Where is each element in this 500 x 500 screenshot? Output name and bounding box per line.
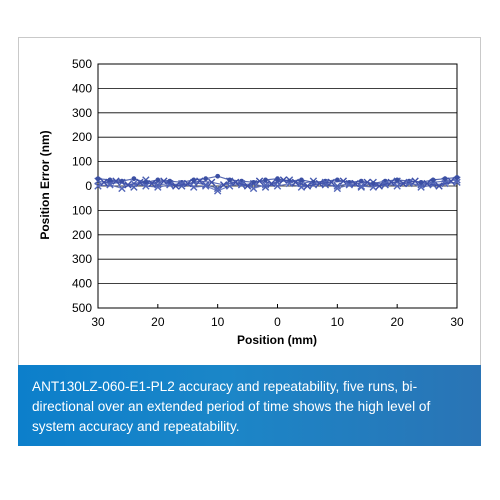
data-point-x [237, 181, 246, 189]
data-point-dot [131, 176, 137, 182]
y-tick-labels: 500 400 300 200 100 0 100 200 300 400 500 [72, 57, 92, 315]
data-point-x [160, 177, 168, 185]
data-point-x [213, 187, 222, 195]
data-point-x [381, 181, 389, 189]
y-tick-label: 200 [72, 130, 92, 144]
x-axis-title: Position (mm) [237, 333, 317, 347]
x-tick-label: 10 [211, 315, 225, 329]
data-point-x [136, 178, 144, 187]
y-tick-label: 300 [72, 252, 92, 266]
data-point-x [148, 179, 156, 188]
series-line [103, 179, 452, 187]
data-point-x [184, 179, 192, 188]
data-point-x [273, 182, 282, 190]
y-tick-label: 300 [72, 106, 92, 120]
data-point-x [219, 181, 228, 189]
data-point-x [249, 184, 258, 193]
data-point-x [255, 177, 264, 185]
data-point-x [315, 179, 324, 188]
data-point-x [124, 181, 132, 189]
x-tick-label: 10 [331, 315, 345, 329]
data-point-x [351, 179, 359, 188]
x-tick-label: 20 [151, 315, 165, 329]
y-axis-title: Position Error (nm) [38, 130, 52, 239]
data-point-dot [167, 178, 173, 184]
data-point-dot [263, 177, 268, 183]
y-tick-label: 500 [72, 301, 92, 315]
data-point-dot [203, 176, 209, 182]
data-point-x [118, 184, 126, 193]
data-point-x [321, 178, 330, 187]
data-point-dot [275, 176, 280, 182]
data-point-dot [299, 177, 304, 183]
data-point-x [100, 178, 108, 187]
data-point-x [303, 182, 312, 190]
x-tick-label: 20 [390, 315, 404, 329]
data-point-dot [215, 173, 221, 179]
data-point-x [327, 178, 336, 187]
x-tick-label: 0 [274, 315, 281, 329]
data-point-x [375, 182, 383, 190]
data-point-x [399, 179, 407, 188]
data-point-x [291, 178, 300, 187]
data-point-x [393, 182, 401, 190]
data-point-dot [454, 175, 460, 180]
data-point-x [339, 177, 348, 185]
data-point-x [190, 183, 198, 191]
data-point-x [231, 178, 240, 187]
data-point-dot [227, 177, 233, 183]
data-point-x [357, 183, 365, 191]
x-tick-label: 30 [91, 315, 105, 329]
data-point-x [417, 183, 425, 191]
data-point-dot [442, 176, 448, 182]
y-tick-label: 100 [72, 203, 92, 217]
y-tick-label: 500 [72, 57, 92, 71]
data-point-x [172, 182, 180, 190]
data-point-dot [394, 177, 400, 183]
data-point-x [106, 181, 114, 189]
data-point-x [202, 182, 210, 190]
data-point-x [447, 177, 455, 185]
data-point-x [279, 176, 288, 184]
data-point-x [94, 182, 102, 190]
data-point-x [423, 179, 431, 188]
data-point-x [363, 178, 371, 187]
y-tick-label: 200 [72, 228, 92, 242]
data-point-x [267, 179, 276, 188]
y-tick-label: 400 [72, 277, 92, 291]
data-point-x [243, 182, 252, 190]
data-point-dot [191, 177, 197, 183]
data-point-x [333, 184, 342, 193]
data-point-x [357, 182, 365, 190]
y-tick-label: 100 [72, 155, 92, 169]
data-point-x [435, 182, 443, 190]
y-tick-label: 400 [72, 81, 92, 95]
data-point-x [112, 177, 120, 185]
data-point-dot [430, 177, 436, 183]
data-point-x [387, 178, 395, 187]
data-series [94, 173, 461, 195]
data-point-x [142, 182, 150, 190]
y-tick-label: 0 [85, 179, 92, 193]
data-point-dot [95, 176, 101, 182]
x-tick-labels: 30 20 10 0 10 20 30 [91, 315, 464, 329]
data-point-x [196, 177, 204, 185]
data-point-dot [155, 177, 161, 183]
data-point-x [453, 178, 461, 187]
x-tick-label: 30 [450, 315, 464, 329]
data-point-x [207, 178, 216, 187]
data-point-x [154, 183, 162, 191]
figure-caption: ANT130LZ-060-E1-PL2 accuracy and repeata… [18, 365, 481, 446]
data-point-x [411, 177, 419, 185]
